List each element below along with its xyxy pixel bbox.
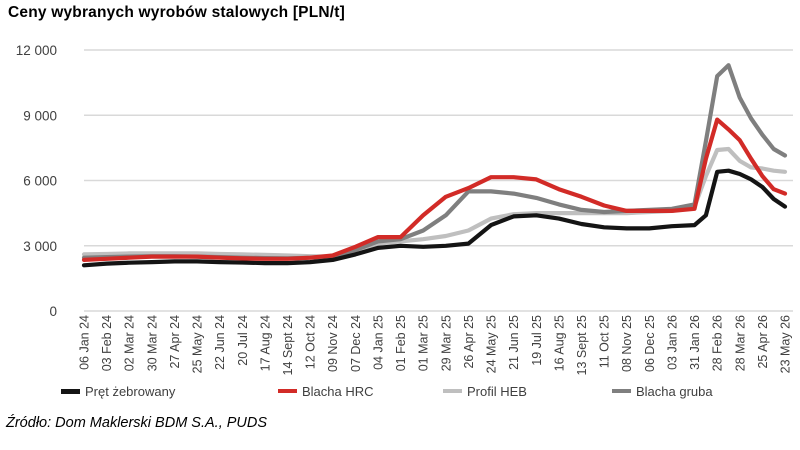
legend-item-blacha-gruba: Blacha gruba bbox=[612, 383, 713, 399]
legend-item-pret-zebrowany: Pręt żebrowany bbox=[61, 383, 175, 399]
x-tick-label: 04 Jan 25 bbox=[371, 315, 385, 370]
x-tick-label: 07 Dec 24 bbox=[349, 315, 363, 372]
x-tick-label: 28 Feb 26 bbox=[711, 315, 725, 371]
x-tick-label: 01 Mar 25 bbox=[417, 315, 431, 371]
line-marker-icon bbox=[612, 389, 631, 393]
chart-title: Ceny wybranych wyrobów stalowych [PLN/t] bbox=[8, 4, 346, 21]
y-tick-label: 6 000 bbox=[23, 174, 57, 189]
x-tick-label: 25 May 24 bbox=[191, 315, 205, 373]
series-line-blacha-gruba bbox=[81, 63, 788, 261]
y-tick-label: 0 bbox=[49, 304, 57, 319]
legend-item-profil-heb: Profil HEB bbox=[443, 383, 527, 399]
y-tick-label: 3 000 bbox=[23, 239, 57, 254]
x-tick-label: 17 Aug 24 bbox=[258, 315, 272, 371]
series-line-profil-heb bbox=[81, 146, 788, 259]
x-tick-label: 03 Feb 24 bbox=[100, 315, 114, 371]
x-tick-label: 29 Mar 25 bbox=[439, 315, 453, 371]
legend-item-blacha-hrc: Blacha HRC bbox=[278, 383, 374, 399]
x-tick-label: 06 Jan 24 bbox=[78, 315, 92, 370]
x-tick-label: 09 Nov 24 bbox=[326, 315, 340, 372]
x-tick-label: 12 Oct 24 bbox=[304, 315, 318, 369]
x-tick-label: 20 Jul 24 bbox=[236, 315, 250, 366]
x-tick-label: 13 Sept 25 bbox=[575, 315, 589, 376]
y-tick-label: 12 000 bbox=[16, 43, 57, 58]
x-tick-label: 11 Oct 25 bbox=[598, 315, 612, 368]
x-tick-label: 14 Sept 24 bbox=[281, 315, 295, 376]
x-tick-label: 30 Mar 24 bbox=[145, 315, 159, 371]
x-tick-label: 28 Mar 26 bbox=[733, 315, 747, 371]
line-marker-icon bbox=[443, 389, 462, 393]
x-tick-label: 16 Aug 25 bbox=[552, 315, 566, 371]
source-note: Źródło: Dom Maklerski BDM S.A., PUDS bbox=[6, 415, 268, 431]
y-tick-label: 9 000 bbox=[23, 108, 57, 123]
legend-label: Blacha gruba bbox=[636, 383, 713, 399]
series-line-pret-zebrowany bbox=[81, 168, 788, 268]
x-tick-label: 24 May 25 bbox=[485, 315, 499, 373]
legend-label: Profil HEB bbox=[467, 383, 527, 399]
line-marker-icon bbox=[61, 388, 80, 394]
x-tick-label: 26 Apr 25 bbox=[462, 315, 476, 369]
x-tick-label: 27 Apr 24 bbox=[168, 315, 182, 369]
x-tick-label: 31 Jan 26 bbox=[688, 315, 702, 370]
x-tick-label: 21 Jun 25 bbox=[507, 315, 521, 370]
legend-label: Pręt żebrowany bbox=[85, 383, 176, 399]
series-line-blacha-hrc bbox=[81, 117, 788, 262]
x-tick-label: 22 Jun 24 bbox=[213, 315, 227, 370]
legend-label: Blacha HRC bbox=[302, 383, 374, 399]
x-tick-label: 02 Mar 24 bbox=[123, 315, 137, 371]
x-tick-label: 25 Apr 26 bbox=[756, 315, 770, 369]
line-marker-icon bbox=[278, 389, 297, 393]
x-tick-label: 06 Dec 25 bbox=[643, 315, 657, 372]
x-tick-label: 23 May 26 bbox=[779, 315, 793, 373]
x-tick-label: 01 Feb 25 bbox=[394, 315, 408, 371]
x-tick-label: 08 Nov 25 bbox=[620, 315, 634, 372]
x-tick-label: 03 Jan 26 bbox=[665, 315, 679, 370]
x-tick-label: 19 Jul 25 bbox=[530, 315, 544, 366]
